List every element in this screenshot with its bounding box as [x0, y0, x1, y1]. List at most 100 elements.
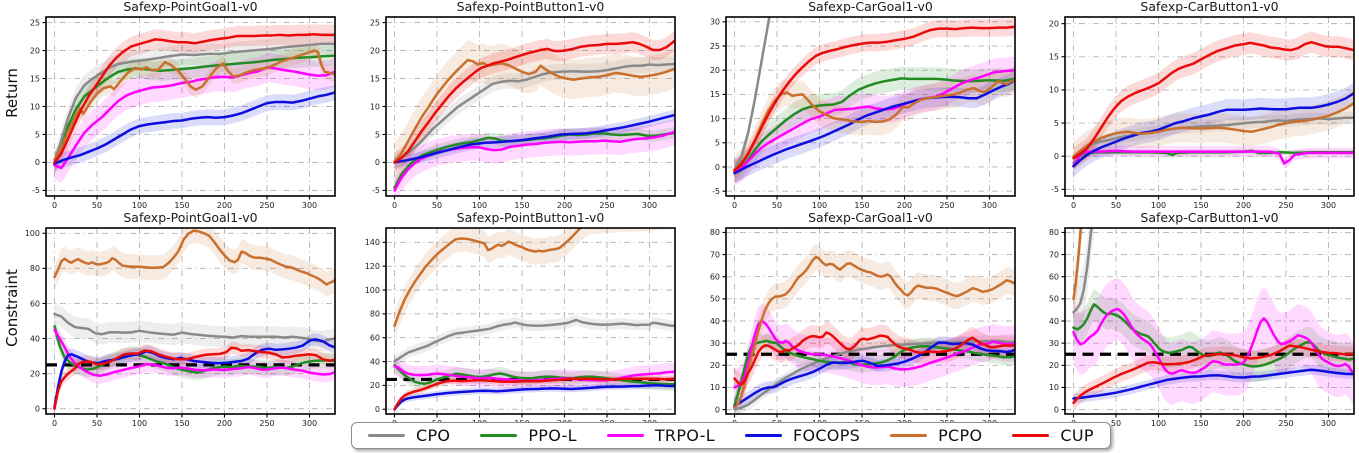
series-band-trpo-l — [54, 52, 335, 183]
svg-text:0: 0 — [1054, 152, 1059, 161]
legend-line-swatch-trpo-l — [606, 433, 644, 438]
svg-text:50: 50 — [92, 419, 102, 428]
series-line-cpo — [53, 42, 335, 164]
svg-text:15: 15 — [30, 74, 40, 83]
series-line-pcpo — [733, 255, 1015, 409]
svg-text:50: 50 — [1111, 201, 1121, 210]
svg-text:10: 10 — [1049, 86, 1059, 95]
svg-text:10: 10 — [710, 383, 720, 392]
svg-text:50: 50 — [1049, 295, 1059, 304]
svg-text:25: 25 — [370, 18, 380, 27]
svg-text:0: 0 — [715, 163, 720, 172]
legend-item-ppo-l: PPO-L — [480, 426, 577, 445]
svg-text:0: 0 — [715, 405, 720, 414]
svg-text:100: 100 — [1151, 419, 1166, 428]
series-band-cup — [54, 24, 335, 173]
svg-text:0: 0 — [35, 405, 40, 414]
svg-text:300: 300 — [982, 201, 997, 210]
svg-text:250: 250 — [1278, 419, 1293, 428]
svg-text:300: 300 — [1321, 419, 1336, 428]
legend-item-focops: FOCOPS — [744, 426, 860, 445]
legend-label-cpo: CPO — [416, 426, 451, 445]
chart-title: Safexp-CarGoal1-v0 — [808, 0, 933, 14]
svg-text:-5: -5 — [712, 187, 720, 196]
svg-text:50: 50 — [92, 201, 102, 210]
svg-text:15: 15 — [710, 90, 720, 99]
series-band-pcpo — [1073, 228, 1083, 321]
series-band-focops — [1073, 82, 1354, 177]
svg-text:10: 10 — [30, 102, 40, 111]
svg-text:200: 200 — [1236, 201, 1251, 210]
svg-text:30: 30 — [710, 18, 720, 27]
legend: CPO PPO-L TRPO-L FOCOPS PCPO CUP — [351, 422, 1111, 449]
series-line-cpo — [393, 318, 675, 363]
svg-text:250: 250 — [1278, 201, 1293, 210]
svg-text:30: 30 — [1049, 339, 1059, 348]
legend-line-swatch-pcpo — [890, 433, 928, 438]
svg-text:50: 50 — [1111, 419, 1121, 428]
svg-text:50: 50 — [710, 295, 720, 304]
svg-text:150: 150 — [174, 419, 189, 428]
series-line-trpo-l — [53, 328, 335, 377]
series-line-pcpo — [53, 229, 335, 286]
svg-text:25: 25 — [710, 42, 720, 51]
series-line-trpo-l — [1072, 307, 1354, 376]
series-line-focops — [733, 78, 1015, 175]
series-line-cpo — [1072, 228, 1093, 314]
svg-text:150: 150 — [1193, 201, 1208, 210]
svg-text:-5: -5 — [372, 186, 380, 195]
legend-line-swatch-cpo — [368, 433, 405, 438]
series-line-cup — [733, 331, 1015, 387]
svg-text:100: 100 — [812, 201, 827, 210]
svg-text:80: 80 — [710, 228, 720, 237]
series-line-cup — [1072, 344, 1354, 405]
series-band-focops — [734, 70, 1015, 183]
series-line-focops — [1072, 368, 1354, 400]
series-line-focops — [1072, 91, 1354, 168]
svg-text:5: 5 — [1054, 119, 1059, 128]
svg-text:10: 10 — [370, 102, 380, 111]
series-band-ppo-l — [1073, 288, 1354, 382]
series-band-cup — [734, 18, 1015, 180]
chart-return-pointgoal1: 0 50 100 150 200 250 300 -5 0 5 10 15 20 25 Safexp-Poi… — [30, 0, 336, 210]
chart-title: Safexp-CarButton1-v0 — [1140, 0, 1278, 14]
series-line-cpo — [733, 339, 1015, 411]
chart-return-cargoal1: 0 50 100 150 200 250 300 -5 0 5 10 15 20 25 30 Safexp-C… — [710, 0, 1016, 210]
series-line-pcpo — [1072, 101, 1354, 158]
chart-title: Safexp-PointButton1-v0 — [457, 0, 605, 14]
svg-text:20: 20 — [370, 46, 380, 55]
legend-item-trpo-l: TRPO-L — [606, 426, 715, 445]
series-line-focops — [733, 341, 1015, 408]
svg-text:0: 0 — [732, 201, 737, 210]
series-line-focops — [393, 384, 675, 411]
svg-text:20: 20 — [30, 46, 40, 55]
svg-text:150: 150 — [854, 201, 869, 210]
series-band-cup — [394, 30, 675, 173]
svg-text:100: 100 — [132, 419, 147, 428]
svg-text:200: 200 — [897, 201, 912, 210]
legend-line-swatch-ppo-l — [480, 433, 518, 438]
series-line-pcpo — [53, 49, 335, 161]
svg-text:0: 0 — [52, 419, 57, 428]
series-line-ppo-l — [733, 77, 1015, 174]
svg-text:60: 60 — [370, 333, 380, 342]
series-line-cup — [733, 25, 1015, 173]
series-line-cpo — [733, 17, 771, 171]
svg-text:5: 5 — [35, 130, 40, 139]
svg-text:80: 80 — [30, 264, 40, 273]
series-line-cpo — [393, 62, 675, 164]
series-band-pcpo — [54, 42, 335, 168]
svg-text:100: 100 — [365, 286, 380, 295]
series-line-cup — [53, 33, 335, 164]
svg-text:20: 20 — [710, 361, 720, 370]
series-band-cup — [54, 341, 335, 414]
svg-text:5: 5 — [715, 139, 720, 148]
series-line-focops — [393, 113, 675, 164]
series-band-pcpo — [734, 243, 1015, 414]
svg-text:0: 0 — [1071, 201, 1076, 210]
series-line-cup — [53, 346, 335, 410]
svg-text:0: 0 — [1054, 405, 1059, 414]
series-line-cpo — [1072, 116, 1354, 165]
chart-return-pointbutton1: 0 50 100 150 200 250 300 -5 0 5 10 15 20 25 Safexp-Poi… — [370, 0, 676, 210]
